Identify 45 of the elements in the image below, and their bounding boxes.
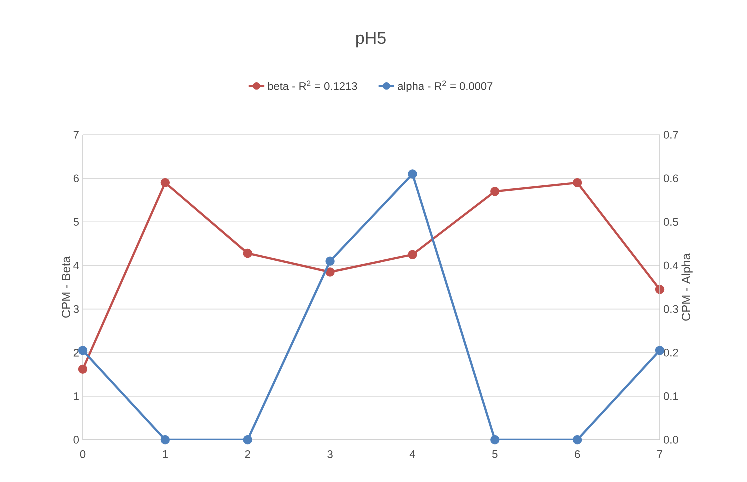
y2-tick-label: 0.5 <box>664 218 678 226</box>
point <box>326 256 335 266</box>
point <box>243 248 252 258</box>
y-tick-label: 0 <box>74 436 80 444</box>
point <box>326 268 335 277</box>
point <box>160 178 170 188</box>
x-tick-label: 0 <box>80 450 86 458</box>
x-tick-label: 1 <box>163 450 168 458</box>
x-tick-label: 3 <box>328 450 333 458</box>
point <box>78 346 88 356</box>
chart-title: pH5 <box>356 32 386 48</box>
x-tick-label: 4 <box>410 450 416 458</box>
y-tick-label: 3 <box>74 305 79 314</box>
x-tick-label: 7 <box>658 450 663 458</box>
y2-tick-label: 0.7 <box>664 131 678 139</box>
point <box>655 285 665 294</box>
x-tick-label: 6 <box>575 450 580 458</box>
y-tick-label: 6 <box>74 174 79 182</box>
y-tick-label: 4 <box>74 262 80 270</box>
y-tick-label: 1 <box>74 392 79 400</box>
x-tick-label: 5 <box>492 450 498 458</box>
y-tick-label: 2 <box>74 349 79 357</box>
y2-tick-label: 0.0 <box>664 436 678 444</box>
y2-tick-label: 0.3 <box>664 305 678 314</box>
y2-tick-label: 0.1 <box>664 392 678 400</box>
legend-label: alpha - R$^{2}$ = 0.0007 <box>398 80 493 92</box>
y2-tick-label: 0.2 <box>664 348 678 357</box>
point <box>490 435 500 445</box>
x-tick-label: 2 <box>245 450 250 458</box>
y-axis-title: CPM - Beta <box>62 256 70 318</box>
point <box>655 346 665 356</box>
point <box>572 435 582 445</box>
point <box>490 187 500 196</box>
point <box>408 250 418 260</box>
y2-tick-label: 0.4 <box>664 262 678 270</box>
y2-tick-label: 0.6 <box>664 174 678 182</box>
point <box>243 435 252 445</box>
point <box>572 178 582 188</box>
y2-axis-title: CPM - Alpha <box>682 254 693 321</box>
y-tick-label: 7 <box>74 131 79 139</box>
point <box>78 364 88 374</box>
legend-label: beta - R$^{2}$ = 0.1213 <box>268 80 358 90</box>
point <box>160 435 170 445</box>
y-tick-label: 5 <box>74 218 79 226</box>
point <box>408 170 418 179</box>
